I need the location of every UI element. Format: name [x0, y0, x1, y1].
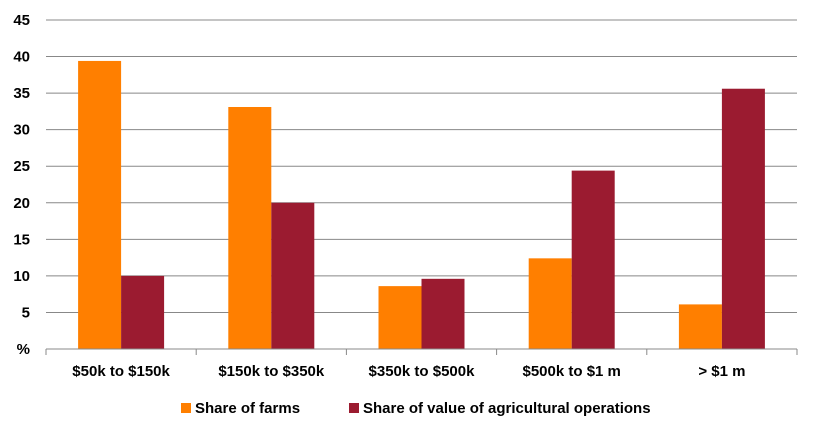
y-tick-label: 20 — [13, 195, 30, 212]
y-tick-label: 45 — [13, 12, 30, 29]
x-category-label: $350k to $500k — [369, 363, 476, 380]
y-tick-label: 5 — [22, 304, 30, 321]
legend: Share of farms Share of value of agricult… — [181, 400, 651, 417]
legend-swatch — [181, 403, 191, 413]
y-tick-label: 10 — [13, 268, 30, 285]
bar-share-of-farms — [378, 286, 422, 349]
legend-label: Share of farms — [195, 400, 300, 417]
bar-share-of-value — [271, 202, 315, 349]
y-tick-label: 40 — [13, 49, 30, 66]
y-axis-tick-labels: % 5 10 15 20 25 30 35 40 45 — [13, 12, 30, 358]
bar-share-of-value — [421, 278, 465, 349]
bar-share-of-value — [721, 88, 765, 350]
x-category-label: $500k to $1 m — [522, 363, 620, 380]
x-category-label: > $1 m — [698, 363, 745, 380]
y-tick-label: 25 — [13, 158, 30, 175]
y-tick-label: % — [17, 341, 30, 358]
y-tick-label: 30 — [13, 122, 30, 139]
y-tick-label: 35 — [13, 85, 30, 102]
y-tick-label: 15 — [13, 231, 30, 248]
bar-share-of-farms — [78, 60, 122, 349]
legend-label: Share of value of agricultural operation… — [363, 400, 651, 417]
bar-share-of-value — [121, 275, 165, 349]
bars — [78, 60, 765, 350]
bar-share-of-farms — [678, 304, 722, 349]
x-category-label: $50k to $150k — [72, 363, 170, 380]
legend-swatch — [349, 403, 359, 413]
x-axis-category-labels: $50k to $150k $150k to $350k $350k to $500… — [45, 349, 798, 380]
bar-share-of-farms — [228, 107, 272, 349]
bar-share-of-value — [571, 170, 615, 349]
x-category-label: $150k to $350k — [218, 363, 325, 380]
gridlines — [46, 19, 797, 313]
bar-share-of-farms — [528, 258, 572, 349]
